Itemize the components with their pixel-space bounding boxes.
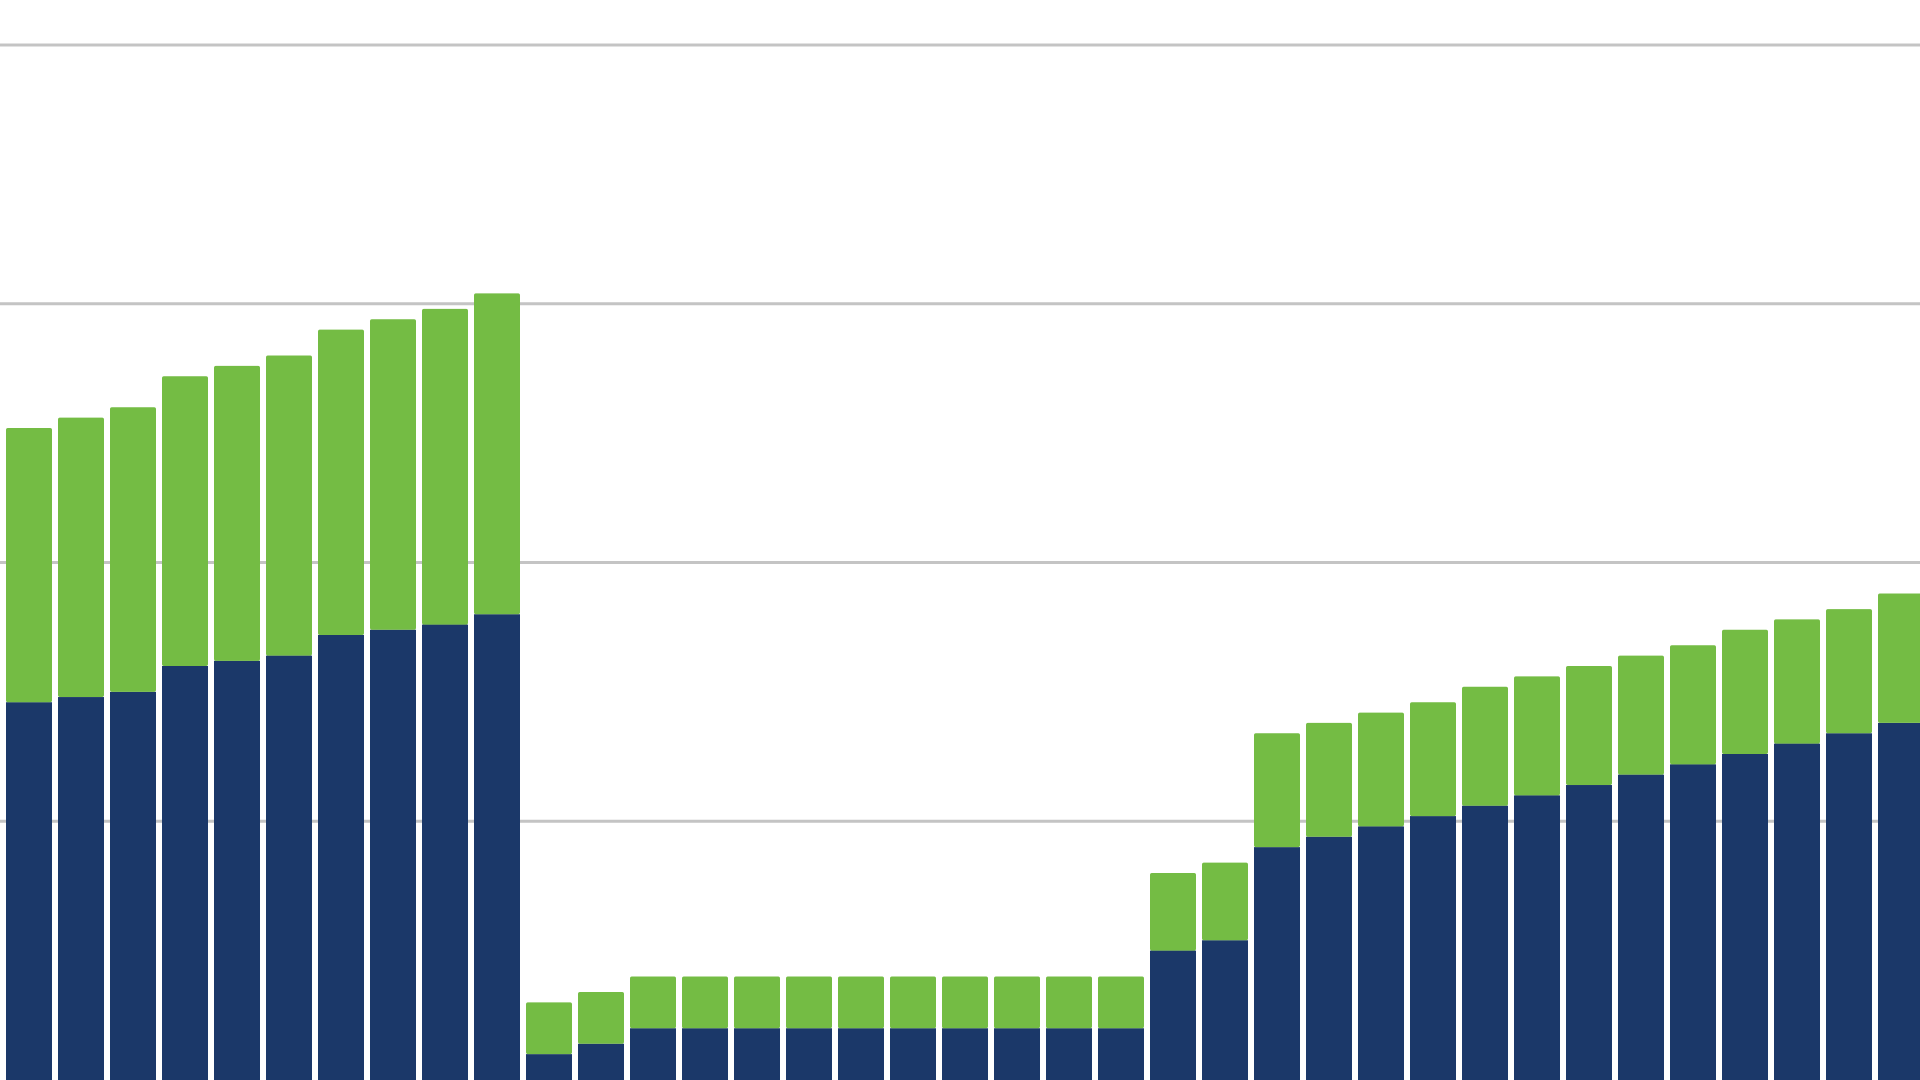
bar-segment-series-2 <box>110 407 156 692</box>
bar-segment-series-2 <box>630 976 676 1029</box>
bar-segment-series-2 <box>942 976 988 1029</box>
bar-segment-series-1 <box>1098 1028 1144 1080</box>
bar-segment-series-2 <box>266 355 312 656</box>
bar-segment-series-1 <box>1306 836 1352 1080</box>
bar-segment-series-2 <box>1358 712 1404 827</box>
bar-segment-series-1 <box>838 1028 884 1080</box>
bar-segment-series-2 <box>474 293 520 615</box>
bar-segment-series-1 <box>578 1043 624 1080</box>
bar-segment-series-1 <box>1878 722 1920 1080</box>
bar-segment-series-2 <box>318 329 364 635</box>
bar-segment-series-1 <box>630 1028 676 1080</box>
bar-segment-series-1 <box>422 624 468 1080</box>
bar-segment-series-2 <box>1618 655 1664 775</box>
bar-segment-series-2 <box>734 976 780 1029</box>
bar-segment-series-2 <box>1826 609 1872 734</box>
bar-segment-series-2 <box>1202 862 1248 941</box>
bar-segment-series-2 <box>1722 629 1768 754</box>
bar-segment-series-1 <box>682 1028 728 1080</box>
bar-segment-series-2 <box>214 365 260 661</box>
bar-segment-series-2 <box>578 992 624 1044</box>
bar-segment-series-2 <box>526 1002 572 1055</box>
bar-segment-series-2 <box>1254 733 1300 848</box>
bar-segment-series-1 <box>6 702 52 1080</box>
bar-segment-series-1 <box>266 655 312 1080</box>
bar-segment-series-1 <box>370 629 416 1080</box>
bar-segment-series-1 <box>890 1028 936 1080</box>
bar-segment-series-1 <box>1618 774 1664 1080</box>
bar-segment-series-1 <box>1774 743 1820 1080</box>
bar-segment-series-2 <box>162 376 208 666</box>
bar-segment-series-2 <box>1462 686 1508 806</box>
bar-segment-series-1 <box>1514 795 1560 1080</box>
bar-segment-series-2 <box>786 976 832 1029</box>
bar-segment-series-1 <box>1046 1028 1092 1080</box>
bar-segment-series-2 <box>994 976 1040 1029</box>
bar-segment-series-1 <box>162 666 208 1080</box>
bar-segment-series-1 <box>1566 785 1612 1080</box>
bar-segment-series-1 <box>318 634 364 1080</box>
bar-segment-series-2 <box>1150 873 1196 951</box>
bar-segment-series-1 <box>58 697 104 1080</box>
bar-segment-series-2 <box>1046 976 1092 1029</box>
bar-segment-series-2 <box>1514 676 1560 796</box>
bar-segment-series-2 <box>1410 702 1456 817</box>
bar-segment-series-1 <box>942 1028 988 1080</box>
bar-segment-series-1 <box>526 1054 572 1080</box>
bar-segment-series-2 <box>890 976 936 1029</box>
bar-series <box>6 293 1920 1080</box>
bar-segment-series-1 <box>1410 816 1456 1080</box>
bar-segment-series-1 <box>1826 733 1872 1080</box>
bar-segment-series-2 <box>58 417 104 698</box>
bar-segment-series-2 <box>1878 593 1920 723</box>
bar-segment-series-2 <box>838 976 884 1029</box>
bar-segment-series-2 <box>1774 619 1820 744</box>
bar-segment-series-1 <box>1150 950 1196 1080</box>
bar-segment-series-1 <box>1462 805 1508 1080</box>
bar-segment-series-1 <box>214 660 260 1080</box>
bar-segment-series-2 <box>1670 645 1716 765</box>
bar-segment-series-2 <box>1306 722 1352 837</box>
bar-segment-series-2 <box>1098 976 1144 1029</box>
bar-segment-series-2 <box>682 976 728 1029</box>
bar-segment-series-2 <box>6 427 52 703</box>
bar-segment-series-1 <box>786 1028 832 1080</box>
bar-segment-series-1 <box>1722 753 1768 1080</box>
bar-segment-series-1 <box>1670 764 1716 1080</box>
bar-segment-series-1 <box>1358 826 1404 1080</box>
bar-segment-series-1 <box>1254 847 1300 1080</box>
bar-segment-series-2 <box>370 319 416 630</box>
bar-segment-series-2 <box>422 308 468 625</box>
bar-segment-series-1 <box>474 614 520 1080</box>
bar-segment-series-2 <box>1566 666 1612 786</box>
bar-segment-series-1 <box>110 691 156 1080</box>
bar-segment-series-1 <box>1202 940 1248 1080</box>
bar-segment-series-1 <box>994 1028 1040 1080</box>
bar-segment-series-1 <box>734 1028 780 1080</box>
